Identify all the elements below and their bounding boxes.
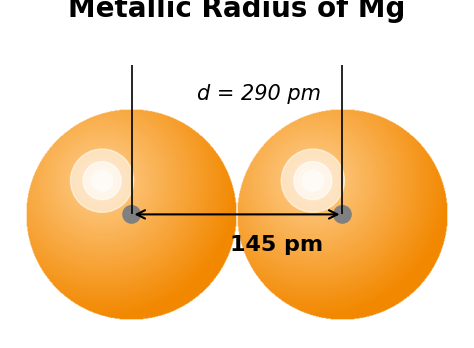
Circle shape: [71, 149, 134, 212]
Circle shape: [294, 162, 332, 200]
Circle shape: [123, 206, 140, 223]
Text: d = 290 pm: d = 290 pm: [197, 85, 321, 104]
Circle shape: [281, 149, 345, 212]
Title: Metallic Radius of Mg: Metallic Radius of Mg: [68, 0, 406, 23]
Text: 145 pm: 145 pm: [230, 235, 324, 255]
Circle shape: [334, 206, 351, 223]
Circle shape: [91, 170, 113, 191]
Circle shape: [302, 170, 323, 191]
Circle shape: [83, 162, 121, 200]
